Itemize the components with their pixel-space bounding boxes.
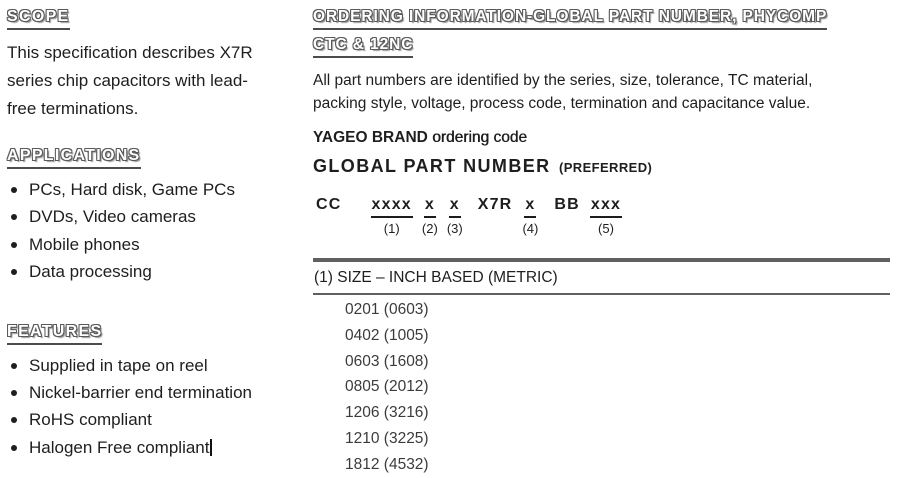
part-number-segment: x (3) xyxy=(447,196,463,236)
part-number-code: x xyxy=(448,196,461,218)
features-item-halogen[interactable]: Halogen Free compliant xyxy=(7,434,313,461)
applications-item: Data processing xyxy=(7,258,313,285)
features-item-label: Supplied in tape on reel xyxy=(29,355,208,375)
part-number-code: xxx xyxy=(589,196,623,218)
features-item: Nickel-barrier end termination xyxy=(7,379,313,406)
applications-item: PCs, Hard disk, Game PCs xyxy=(7,176,313,203)
size-table-row: 1812 (4532) xyxy=(345,455,429,473)
size-table-row: 0402 (1005) xyxy=(345,326,429,344)
text-cursor xyxy=(210,438,213,456)
size-table-divider xyxy=(313,293,890,295)
features-item: Supplied in tape on reel xyxy=(7,352,313,379)
part-number-index: (5) xyxy=(598,221,614,236)
features-item-label: Halogen Free compliant xyxy=(29,437,210,457)
applications-heading: APPLICATIONS xyxy=(7,147,141,169)
part-number-index: (1) xyxy=(383,221,400,236)
part-number-code: x xyxy=(524,196,537,218)
ordering-heading-line2: CTC & 12NC xyxy=(313,36,414,58)
right-column: ORDERING INFORMATION-GLOBAL PART NUMBER,… xyxy=(313,8,890,478)
part-number-index: (2) xyxy=(421,221,438,236)
part-number-segment: CC xyxy=(315,196,343,220)
part-number-index: (4) xyxy=(522,221,539,236)
features-heading: FEATURES xyxy=(7,323,103,345)
features-item: RoHS compliant xyxy=(7,406,313,433)
bullet-icon xyxy=(11,390,17,397)
applications-item-label: Mobile phones xyxy=(29,234,140,254)
bullet-icon xyxy=(11,362,17,369)
yageo-brand-label: YAGEO BRAND xyxy=(313,129,428,146)
scope-text: This specification describes X7R series … xyxy=(7,43,253,118)
size-table-row: 0603 (1608) xyxy=(345,352,429,370)
size-table-header: (1) SIZE – INCH BASED (METRIC) xyxy=(314,269,558,286)
part-number-code: BB xyxy=(554,196,580,213)
bullet-icon xyxy=(11,214,17,221)
part-number-index: (3) xyxy=(446,221,463,236)
size-table-rows: 0201 (0603) 0402 (1005) 0603 (1608) 0805… xyxy=(313,297,890,478)
preferred-label: (PREFERRED) xyxy=(558,160,653,175)
features-item-label: Nickel-barrier end termination xyxy=(29,383,252,403)
size-table-row: 1210 (3225) xyxy=(345,429,429,447)
part-number-code: xxxx xyxy=(370,196,413,218)
scope-heading: SCOPE xyxy=(7,8,70,30)
part-number-segment: X7R xyxy=(477,196,514,220)
size-table-row: 0805 (2012) xyxy=(345,378,429,396)
size-table-top-rule xyxy=(313,258,890,262)
global-part-number-line: GLOBAL PART NUMBER (PREFERRED) xyxy=(313,156,890,177)
ordering-heading-line1: ORDERING INFORMATION-GLOBAL PART NUMBER,… xyxy=(313,8,828,30)
bullet-icon xyxy=(11,417,17,424)
left-column: SCOPE This specification describes X7R s… xyxy=(7,8,313,478)
applications-item-label: Data processing xyxy=(29,262,152,282)
part-number-segment: x (2) xyxy=(422,196,438,236)
part-number-code: X7R xyxy=(477,196,513,213)
bullet-icon xyxy=(11,187,17,193)
applications-item-label: DVDs, Video cameras xyxy=(29,207,196,227)
bullet-icon xyxy=(11,241,17,248)
part-number-code: x xyxy=(423,196,436,218)
size-table-row: 0201 (0603) xyxy=(345,301,429,318)
global-part-number-title: GLOBAL PART NUMBER xyxy=(313,156,551,176)
ordering-code-label: ordering code xyxy=(427,129,527,146)
applications-list: PCs, Hard disk, Game PCs DVDs, Video cam… xyxy=(7,176,313,286)
part-number-segment: BB xyxy=(553,196,581,220)
part-number-diagram: CC xxxx (1) x (2) x (3) X7R x (4) xyxy=(313,196,890,236)
features-item-label: RoHS compliant xyxy=(29,410,152,430)
ordering-intro: All part numbers are identified by the s… xyxy=(313,72,813,112)
applications-item: DVDs, Video cameras xyxy=(7,203,313,230)
part-number-segment: x (4) xyxy=(522,196,538,236)
bullet-icon xyxy=(11,269,17,276)
part-number-code: CC xyxy=(316,196,342,213)
yageo-brand-line: YAGEO BRAND ordering code xyxy=(313,129,890,147)
part-number-segment: xxx (5) xyxy=(589,196,623,236)
size-table-row: 1206 (3216) xyxy=(345,404,429,422)
size-table: (1) SIZE – INCH BASED (METRIC) 0201 (060… xyxy=(313,258,890,478)
features-list: Supplied in tape on reel Nickel-barrier … xyxy=(7,352,313,462)
applications-item: Mobile phones xyxy=(7,231,313,258)
applications-item-label: PCs, Hard disk, Game PCs xyxy=(29,180,235,199)
part-number-segment: xxxx (1) xyxy=(370,196,413,236)
